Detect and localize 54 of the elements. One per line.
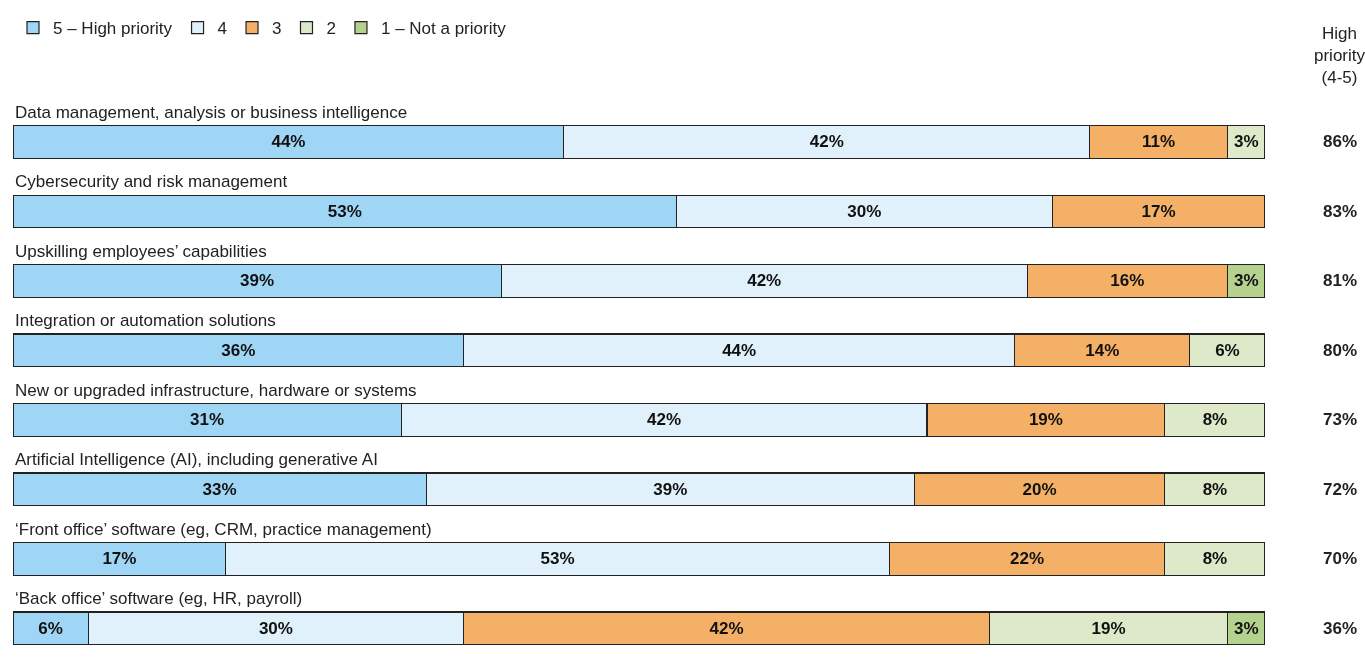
data-label: 8% bbox=[1202, 549, 1228, 569]
text: 80% bbox=[1323, 341, 1358, 360]
data-label: 8% bbox=[1202, 410, 1228, 430]
data-label: 3% bbox=[1233, 618, 1259, 638]
data-label: 11% bbox=[1142, 132, 1176, 152]
data-label: 19% bbox=[1091, 618, 1126, 638]
data-label: 3% bbox=[1233, 271, 1259, 291]
legend-label: 3 bbox=[272, 19, 282, 39]
data-label: 42% bbox=[809, 132, 844, 152]
y-tick-label: Cybersecurity and risk management bbox=[15, 172, 288, 191]
data-label: 44% bbox=[271, 132, 306, 152]
text: 81% bbox=[1323, 271, 1358, 290]
data-label: 6% bbox=[38, 618, 63, 638]
data-label: 6% bbox=[1215, 340, 1240, 360]
data-label: 33% bbox=[202, 479, 237, 499]
data-label: 14% bbox=[1085, 340, 1120, 360]
text: 86% bbox=[1323, 132, 1358, 151]
data-label: 39% bbox=[653, 479, 688, 499]
text: 83% bbox=[1323, 202, 1358, 221]
data-label: 19% bbox=[1028, 410, 1063, 430]
y-tick-label: Artificial Intelligence (AI), including generative AI bbox=[15, 450, 378, 469]
legend-label: 1 – Not a priority bbox=[380, 19, 507, 39]
data-label: 53% bbox=[327, 201, 362, 221]
data-label: 42% bbox=[647, 410, 682, 430]
legend-label: 5 – High priority bbox=[53, 19, 173, 39]
y-tick-label: New or upgraded infrastructure, hardware or systems bbox=[15, 381, 417, 400]
y-tick-label: Integration or automation solutions bbox=[15, 311, 276, 330]
y-tick-label: ‘Back office’ software (eg, HR, payroll) bbox=[15, 589, 303, 608]
y-tick-label: Data management, analysis or business intelligence bbox=[15, 103, 408, 122]
data-label: 22% bbox=[1010, 549, 1045, 569]
text: 73% bbox=[1323, 410, 1358, 429]
data-label: 30% bbox=[258, 618, 293, 638]
text: 36% bbox=[1323, 619, 1358, 638]
data-label: 16% bbox=[1110, 271, 1145, 291]
data-label: 42% bbox=[747, 271, 782, 291]
data-label: 3% bbox=[1233, 132, 1259, 152]
text: 70% bbox=[1323, 549, 1358, 568]
data-label: 17% bbox=[102, 549, 137, 569]
data-label: 42% bbox=[709, 618, 744, 638]
data-label: 44% bbox=[722, 340, 757, 360]
data-label: 53% bbox=[540, 549, 575, 569]
legend-label: 4 bbox=[217, 19, 228, 39]
data-label: 39% bbox=[240, 271, 275, 291]
data-label: 31% bbox=[190, 410, 225, 430]
data-label: 17% bbox=[1141, 201, 1176, 221]
text: High priority (4-5) bbox=[1314, 24, 1365, 88]
data-label: 36% bbox=[221, 340, 256, 360]
data-label: 30% bbox=[847, 201, 882, 221]
data-label: 20% bbox=[1022, 479, 1057, 499]
y-tick-label: Upskilling employees’ capabilities bbox=[15, 242, 267, 261]
data-label: 8% bbox=[1202, 479, 1228, 499]
text: 72% bbox=[1323, 480, 1358, 499]
legend-label: 2 bbox=[326, 19, 336, 39]
y-tick-label: ‘Front office’ software (eg, CRM, practice management) bbox=[15, 520, 432, 539]
